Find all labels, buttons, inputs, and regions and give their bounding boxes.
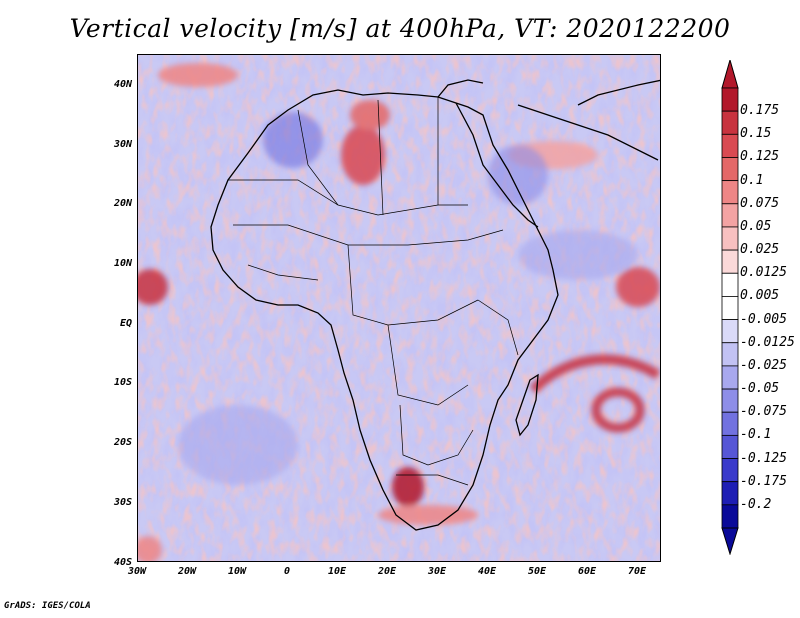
lon-tick: 40E (477, 566, 497, 577)
colorbar-label: 0.025 (740, 242, 780, 258)
colorbar-label: -0.075 (740, 404, 787, 420)
colorbar-label: 0.175 (740, 103, 780, 119)
colorbar-segment (721, 226, 739, 251)
colorbar-segment (721, 319, 739, 344)
colorbar-segment (721, 87, 739, 112)
colorbar-label: 0.075 (740, 195, 780, 211)
colorbar-segment (721, 110, 739, 135)
lon-tick: 0 (283, 566, 291, 577)
colorbar-label: -0.175 (740, 473, 787, 489)
map-title: Vertical velocity [m/s] at 400hPa, VT: 2… (69, 14, 731, 43)
colorbar-segment (721, 180, 739, 205)
colorbar-segment (721, 388, 739, 413)
positive-patches (138, 63, 660, 561)
colorbar-top-arrow (721, 60, 739, 89)
lat-tick: 10S (113, 377, 132, 388)
lat-tick: 20N (113, 198, 132, 209)
colorbar-segment (721, 504, 739, 529)
colorbar-segment (721, 434, 739, 459)
lat-tick: 40N (113, 79, 132, 90)
colorbar-label: 0.125 (740, 149, 780, 165)
lat-tick: 30N (113, 139, 132, 150)
colorbar-segment (721, 133, 739, 158)
colorbar-label: 0.0125 (740, 265, 787, 281)
lon-tick: 30W (127, 566, 147, 577)
colorbar (721, 60, 739, 555)
lat-tick: 30S (113, 497, 132, 508)
lat-tick: 20S (113, 437, 132, 448)
lon-tick: 50E (527, 566, 547, 577)
lon-tick: 20W (177, 566, 197, 577)
colorbar-segment (721, 481, 739, 506)
lat-tick: EQ (119, 318, 132, 329)
negative-patches (178, 112, 638, 485)
credit-text: GrADS: IGES/COLA (4, 601, 91, 611)
colorbar-label: 0.005 (740, 288, 780, 304)
coastlines (210, 79, 660, 531)
map-plot-area (137, 54, 661, 562)
colorbar-segment (721, 365, 739, 390)
lon-tick: 10W (227, 566, 247, 577)
colorbar-label: -0.125 (740, 450, 787, 466)
lon-tick: 30E (427, 566, 447, 577)
colorbar-segment (721, 272, 739, 297)
lat-tick: 10N (113, 258, 132, 269)
colorbar-label: -0.2 (740, 496, 772, 512)
colorbar-segment (721, 203, 739, 228)
colorbar-label: 0.05 (740, 218, 772, 234)
colorbar-segment (721, 296, 739, 320)
colorbar-label: -0.1 (740, 427, 772, 443)
colorbar-segment (721, 458, 739, 483)
lat-tick: 40S (113, 557, 132, 568)
colorbar-label: 0.15 (740, 126, 772, 142)
colorbar-segment (721, 342, 739, 367)
colorbar-label: 0.1 (740, 172, 764, 188)
lon-tick: 10E (327, 566, 347, 577)
lon-tick: 70E (627, 566, 647, 577)
colorbar-bottom-arrow (721, 527, 739, 555)
colorbar-label: -0.05 (740, 381, 780, 397)
colorbar-label: -0.0125 (740, 334, 795, 350)
colorbar-segment (721, 249, 739, 274)
velocity-field (138, 55, 660, 561)
colorbar-label: -0.005 (740, 311, 787, 327)
borders (228, 97, 519, 486)
colorbar-segment (721, 157, 739, 182)
lon-tick: 20E (377, 566, 397, 577)
colorbar-label: -0.025 (740, 357, 787, 373)
lon-tick: 60E (577, 566, 597, 577)
colorbar-segment (721, 411, 739, 436)
